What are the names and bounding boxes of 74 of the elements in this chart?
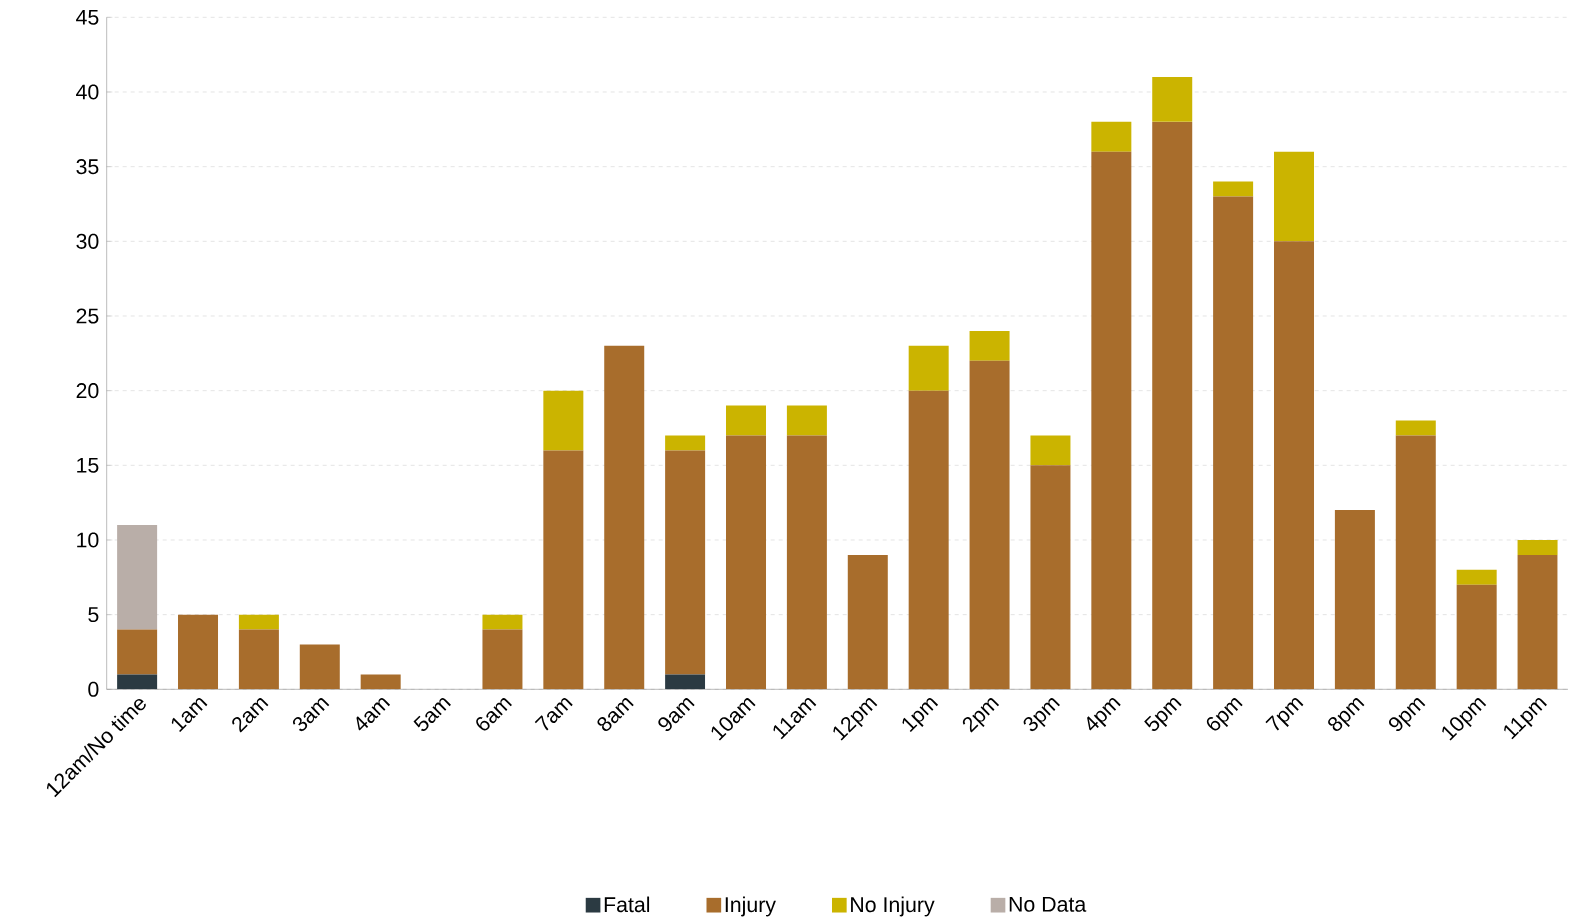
bar <box>117 525 158 630</box>
bar <box>665 674 706 690</box>
bar <box>1091 121 1132 152</box>
x-tick-label: 2am <box>232 698 269 733</box>
bar <box>969 360 1010 690</box>
bar <box>1456 569 1497 585</box>
x-tick-label: 3am <box>292 698 330 732</box>
bar <box>1152 77 1193 122</box>
x-tick-label: 4pm <box>1087 697 1121 731</box>
bar <box>908 345 949 391</box>
bar <box>786 405 827 436</box>
x-tick-label: 7pm <box>1265 697 1304 731</box>
x-tick-label: 5am <box>413 697 451 732</box>
bar <box>178 614 219 690</box>
bar <box>117 629 158 675</box>
x-tick-label: 1am <box>171 697 208 733</box>
bar <box>847 554 888 690</box>
bar <box>1213 181 1254 197</box>
bar <box>360 674 401 690</box>
x-tick-label: 8am <box>597 698 634 732</box>
x-tick-label: 8pm <box>1328 698 1365 732</box>
bar <box>726 435 767 690</box>
bar <box>1274 151 1315 242</box>
bar <box>299 644 340 690</box>
bar <box>1030 435 1071 466</box>
bar <box>1395 420 1436 436</box>
y-tick-label: 35 <box>76 159 99 175</box>
bar <box>1152 121 1193 690</box>
y-tick-label: 25 <box>76 308 99 324</box>
bar <box>1213 196 1254 690</box>
bar <box>482 629 523 690</box>
x-tick-label: 6am <box>476 698 512 731</box>
bar <box>543 450 584 690</box>
y-tick-label: 45 <box>76 9 99 25</box>
bar <box>238 614 279 630</box>
bar <box>238 629 279 690</box>
x-tick-label: 7am <box>534 697 573 731</box>
bar <box>665 450 706 675</box>
bar <box>1517 554 1558 690</box>
legend-label: Fatal <box>604 896 650 913</box>
bar <box>117 674 158 690</box>
y-tick-label: 40 <box>76 84 99 100</box>
legend-label: No Data <box>1009 896 1087 912</box>
y-tick-label: 10 <box>77 532 99 548</box>
bar <box>482 614 523 630</box>
y-tick-label: 0 <box>88 681 99 697</box>
legend-label: No Injury <box>851 896 935 917</box>
x-tick-label: 9am <box>658 698 695 732</box>
bar <box>1334 510 1375 690</box>
x-tick-label: 9pm <box>1389 698 1426 732</box>
bar <box>1395 435 1436 690</box>
bar <box>1456 584 1497 690</box>
x-tick-label: 5pm <box>1144 697 1182 732</box>
y-tick-label: 20 <box>76 383 99 399</box>
bar <box>908 390 949 690</box>
x-tick-label: 1pm <box>902 697 939 733</box>
y-tick-label: 30 <box>76 233 99 249</box>
legend-label: Injury <box>725 896 776 917</box>
bar <box>543 390 584 451</box>
x-tick-label: 4am <box>356 697 391 731</box>
bar <box>1517 539 1558 555</box>
bar <box>969 330 1010 361</box>
bar <box>604 345 645 690</box>
bar <box>1030 465 1071 690</box>
bar <box>786 435 827 690</box>
y-tick-label: 5 <box>88 607 99 623</box>
bar <box>1274 241 1315 690</box>
y-tick-label: 15 <box>77 457 99 473</box>
bar <box>1091 151 1132 690</box>
bar <box>665 435 706 451</box>
x-tick-label: 3pm <box>1023 698 1060 732</box>
x-tick-label: 2pm <box>962 698 1000 733</box>
bar <box>726 405 767 436</box>
x-tick-label: 6pm <box>1206 698 1243 731</box>
